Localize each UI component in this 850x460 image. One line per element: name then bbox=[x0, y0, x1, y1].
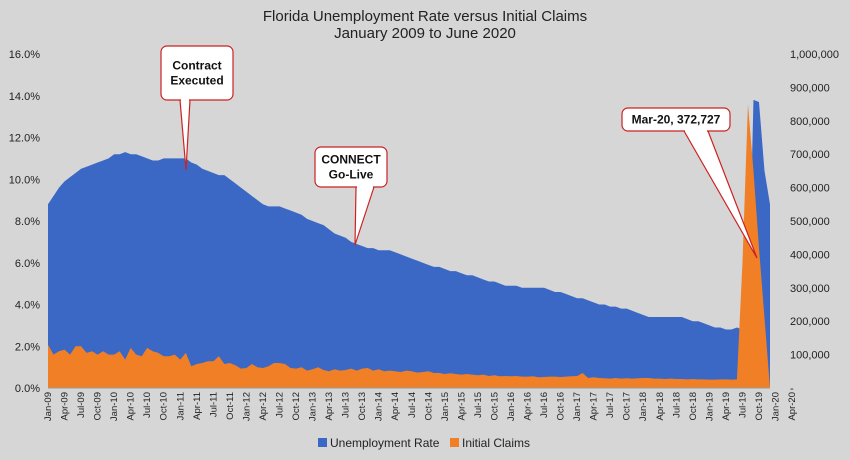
x-tick-label: Jan-19 bbox=[704, 392, 715, 421]
x-tick-label: Apr-18 bbox=[655, 392, 666, 421]
y-right-tick-label: 300,000 bbox=[790, 283, 830, 295]
callout-box bbox=[621, 107, 731, 132]
y-right-tick-label: 700,000 bbox=[790, 149, 830, 161]
x-tick-label: Jan-10 bbox=[109, 392, 120, 421]
legend-swatch bbox=[450, 438, 459, 447]
x-tick-label: Jul-16 bbox=[539, 392, 550, 418]
y-left-tick-label: 8.0% bbox=[15, 216, 40, 228]
y-right-tick-label: 1,000,000 bbox=[790, 49, 839, 61]
x-tick-label: Oct-10 bbox=[159, 392, 170, 421]
legend-label: Unemployment Rate bbox=[330, 436, 440, 450]
x-tick-label: Jan-11 bbox=[175, 392, 186, 420]
x-tick-label: Apr-10 bbox=[126, 392, 137, 421]
x-tick-label: Jul-09 bbox=[76, 392, 87, 418]
legend-item-unemployment-rate: Unemployment Rate bbox=[318, 436, 440, 450]
x-tick-label: Apr-12 bbox=[258, 392, 269, 421]
series-area-unemployment-rate bbox=[48, 99, 770, 389]
y-left-tick-label: 4.0% bbox=[15, 300, 40, 312]
legend-item-initial-claims: Initial Claims bbox=[450, 436, 530, 450]
callout-label: Go-Live bbox=[329, 168, 374, 182]
x-tick-label: Apr-20 bbox=[787, 392, 798, 421]
x-tick-label: Oct-19 bbox=[754, 392, 765, 421]
y-right-tick-label: 800,000 bbox=[790, 116, 830, 128]
y-left-tick-label: 16.0% bbox=[9, 49, 40, 61]
x-tick-label: Apr-17 bbox=[589, 392, 600, 421]
callout-label: CONNECT bbox=[321, 153, 381, 167]
series-area-initial-claims bbox=[48, 104, 770, 388]
legend-swatch bbox=[318, 438, 327, 447]
legend: Unemployment Rate Initial Claims bbox=[318, 436, 530, 450]
x-tick-label: Jul-18 bbox=[671, 392, 682, 418]
x-tick-label: Jul-10 bbox=[142, 392, 153, 418]
x-tick-label: Jul-12 bbox=[274, 392, 285, 418]
y-left-tick-label: 14.0% bbox=[9, 91, 40, 103]
y-right-tick-label: - bbox=[790, 383, 794, 395]
y-right-tick-label: 200,000 bbox=[790, 316, 830, 328]
y-left-tick-label: 12.0% bbox=[9, 133, 40, 145]
x-tick-label: Jul-13 bbox=[341, 392, 352, 418]
x-tick-label: Jul-19 bbox=[737, 392, 748, 418]
x-tick-label: Apr-09 bbox=[60, 392, 71, 421]
x-tick-label: Oct-14 bbox=[423, 392, 434, 421]
x-tick-label: Jan-13 bbox=[308, 392, 319, 421]
x-tick-label: Apr-16 bbox=[522, 392, 533, 421]
y-right-tick-label: 900,000 bbox=[790, 82, 830, 94]
x-tick-label: Jul-17 bbox=[605, 392, 616, 418]
x-tick-label: Apr-19 bbox=[721, 392, 732, 421]
x-tick-label: Oct-12 bbox=[291, 392, 302, 421]
x-tick-label: Apr-13 bbox=[324, 392, 335, 421]
x-tick-label: Jul-14 bbox=[407, 392, 418, 418]
x-tick-label: Apr-11 bbox=[192, 392, 203, 420]
callout-box bbox=[314, 146, 388, 188]
y-left-tick-label: 6.0% bbox=[15, 258, 40, 270]
x-tick-label: Jan-12 bbox=[241, 392, 252, 421]
axes: 0.0% 2.0% 4.0% 6.0% 8.0% 10.0% 12.0% 14.0% 16.0%… bbox=[9, 49, 839, 421]
callout-3: Mar-20, 372,727 bbox=[621, 107, 758, 259]
y-right-tick-label: 500,000 bbox=[790, 216, 830, 228]
x-tick-label: Jan-17 bbox=[572, 392, 583, 421]
callout-label: Executed bbox=[170, 74, 223, 88]
callout-label: Mar-20, 372,727 bbox=[632, 113, 721, 127]
y-right-tick-label: 100,000 bbox=[790, 350, 830, 362]
x-tick-label: Oct-17 bbox=[622, 392, 633, 421]
callout-label: Contract bbox=[172, 59, 221, 73]
y-left-tick-label: 2.0% bbox=[15, 341, 40, 353]
x-tick-label: Oct-09 bbox=[93, 392, 104, 421]
x-tick-label: Oct-15 bbox=[489, 392, 500, 421]
x-tick-label: Oct-11 bbox=[225, 392, 236, 420]
y-left-tick-label: 0.0% bbox=[15, 383, 40, 395]
x-tick-label: Jan-18 bbox=[638, 392, 649, 421]
x-tick-label: Jan-20 bbox=[771, 392, 782, 421]
x-tick-label: Oct-13 bbox=[357, 392, 368, 421]
x-tick-label: Apr-15 bbox=[456, 392, 467, 421]
y-left-tick-label: 10.0% bbox=[9, 174, 40, 186]
chart-subtitle: January 2009 to June 2020 bbox=[334, 25, 516, 42]
x-tick-label: Jul-15 bbox=[473, 392, 484, 418]
plot-area bbox=[48, 99, 770, 389]
callout-box bbox=[160, 45, 234, 101]
x-tick-label: Jan-15 bbox=[440, 392, 451, 421]
legend-label: Initial Claims bbox=[462, 436, 530, 450]
x-tick-label: Jan-16 bbox=[506, 392, 517, 421]
x-tick-label: Jul-11 bbox=[208, 392, 219, 417]
x-tick-label: Oct-16 bbox=[556, 392, 567, 421]
y-right-tick-label: 600,000 bbox=[790, 183, 830, 195]
x-tick-label: Jan-09 bbox=[43, 392, 54, 421]
y-right-tick-label: 400,000 bbox=[790, 249, 830, 261]
x-tick-label: Oct-18 bbox=[688, 392, 699, 421]
x-tick-label: Apr-14 bbox=[390, 392, 401, 421]
chart-title: Florida Unemployment Rate versus Initial… bbox=[263, 8, 587, 25]
x-tick-label: Jan-14 bbox=[374, 392, 385, 421]
